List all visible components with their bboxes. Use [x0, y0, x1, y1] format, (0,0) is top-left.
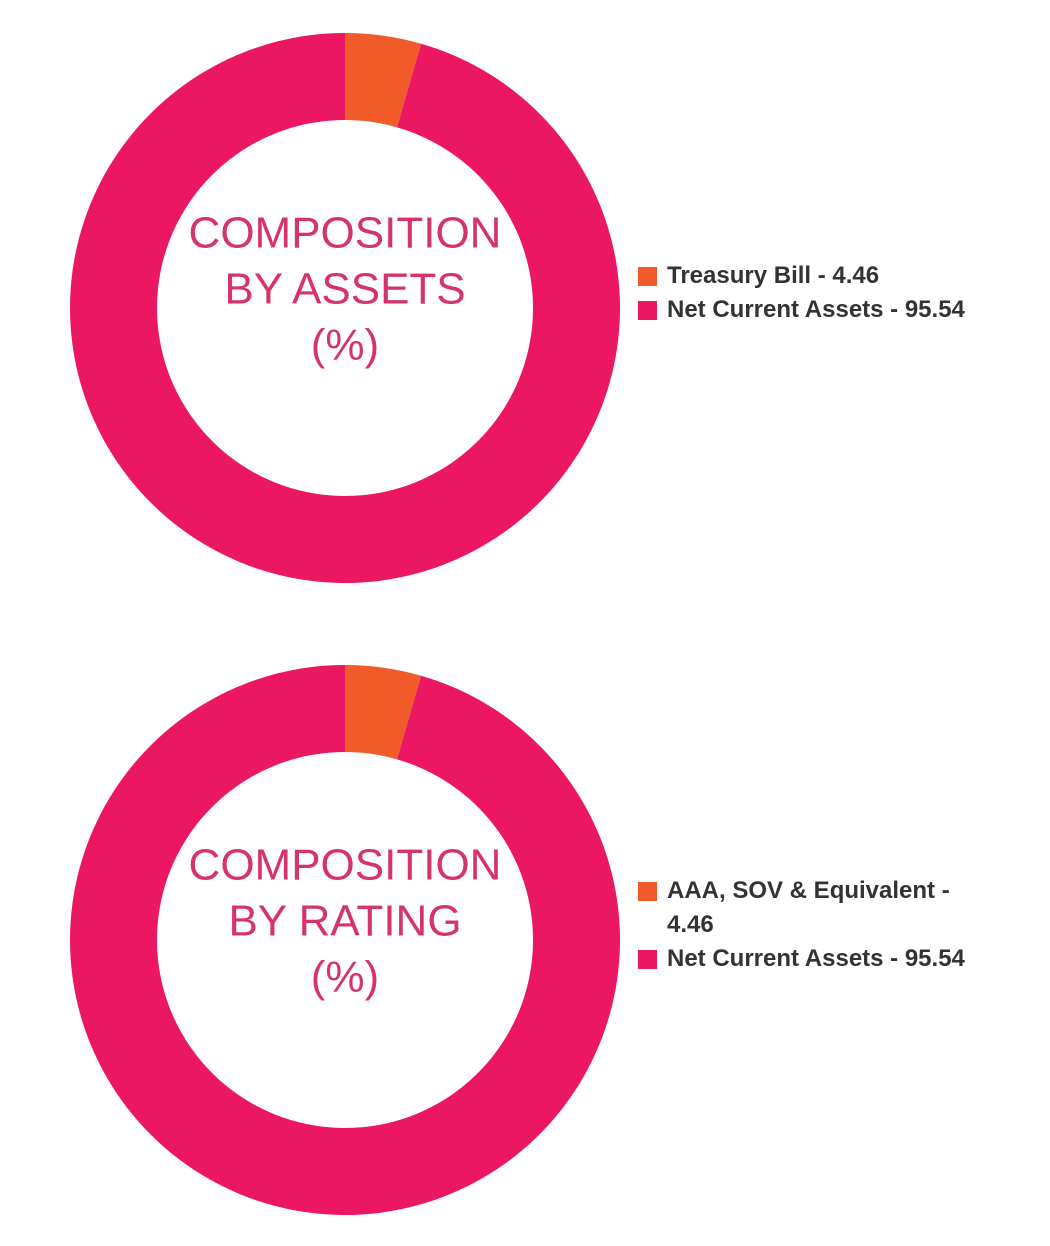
legend-label: Net Current Assets - 95.54: [667, 945, 965, 972]
legend-swatch: [638, 267, 657, 286]
center-title: (%): [311, 321, 379, 370]
legend-entry: Treasury Bill - 4.46: [638, 259, 988, 293]
center-title: BY RATING: [228, 897, 461, 946]
center-title: COMPOSITION: [189, 209, 502, 258]
legend-label: Treasury Bill - 4.46: [667, 262, 880, 289]
legend-swatch: [638, 882, 657, 901]
legend-entry: AAA, SOV & Equivalent - 4.46: [638, 874, 988, 942]
center-title: (%): [311, 953, 379, 1002]
legend-entry: Net Current Assets - 95.54: [638, 293, 988, 327]
legend-swatch: [638, 950, 657, 969]
legend-entry: Net Current Assets - 95.54: [638, 942, 988, 976]
donut-slice: [70, 665, 621, 1215]
legend-label: AAA, SOV & Equivalent - 4.46: [667, 877, 950, 938]
center-title: BY ASSETS: [224, 265, 465, 314]
legend: Treasury Bill - 4.46 Net Current Assets -…: [638, 259, 988, 327]
legend-label: Net Current Assets - 95.54: [667, 296, 965, 323]
legend: AAA, SOV & Equivalent - 4.46 Net Current …: [638, 874, 988, 976]
legend-swatch: [638, 301, 657, 320]
donut-slice: [69, 33, 620, 583]
donut-slice: [345, 33, 422, 128]
center-title: COMPOSITION: [189, 841, 502, 890]
donut-slice: [345, 665, 422, 760]
